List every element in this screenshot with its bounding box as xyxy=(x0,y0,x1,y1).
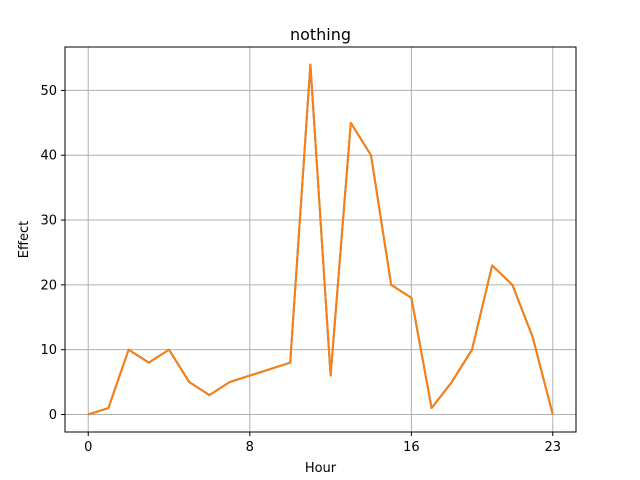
x-axis-label: Hour xyxy=(305,461,337,476)
y-tick-label: 0 xyxy=(49,408,57,423)
chart-title: nothing xyxy=(290,25,351,44)
x-tick-label: 23 xyxy=(544,440,561,455)
y-tick-label: 30 xyxy=(40,214,57,229)
x-tick-label: 8 xyxy=(246,440,254,455)
plot-frame xyxy=(64,46,577,433)
ticks: 0 8 16 23 0 10 20 30 40 50 xyxy=(40,84,561,455)
x-tick-label: 16 xyxy=(403,440,420,455)
y-tick-label: 40 xyxy=(40,149,57,164)
y-tick-label: 50 xyxy=(40,84,57,99)
series-lines xyxy=(87,63,554,416)
y-tick-label: 20 xyxy=(40,278,57,293)
grid xyxy=(65,47,576,432)
y-axis-label: Effect xyxy=(17,221,32,258)
series-line-2 xyxy=(87,63,554,416)
x-tick-label: 0 xyxy=(84,440,92,455)
y-tick-label: 10 xyxy=(40,343,57,358)
